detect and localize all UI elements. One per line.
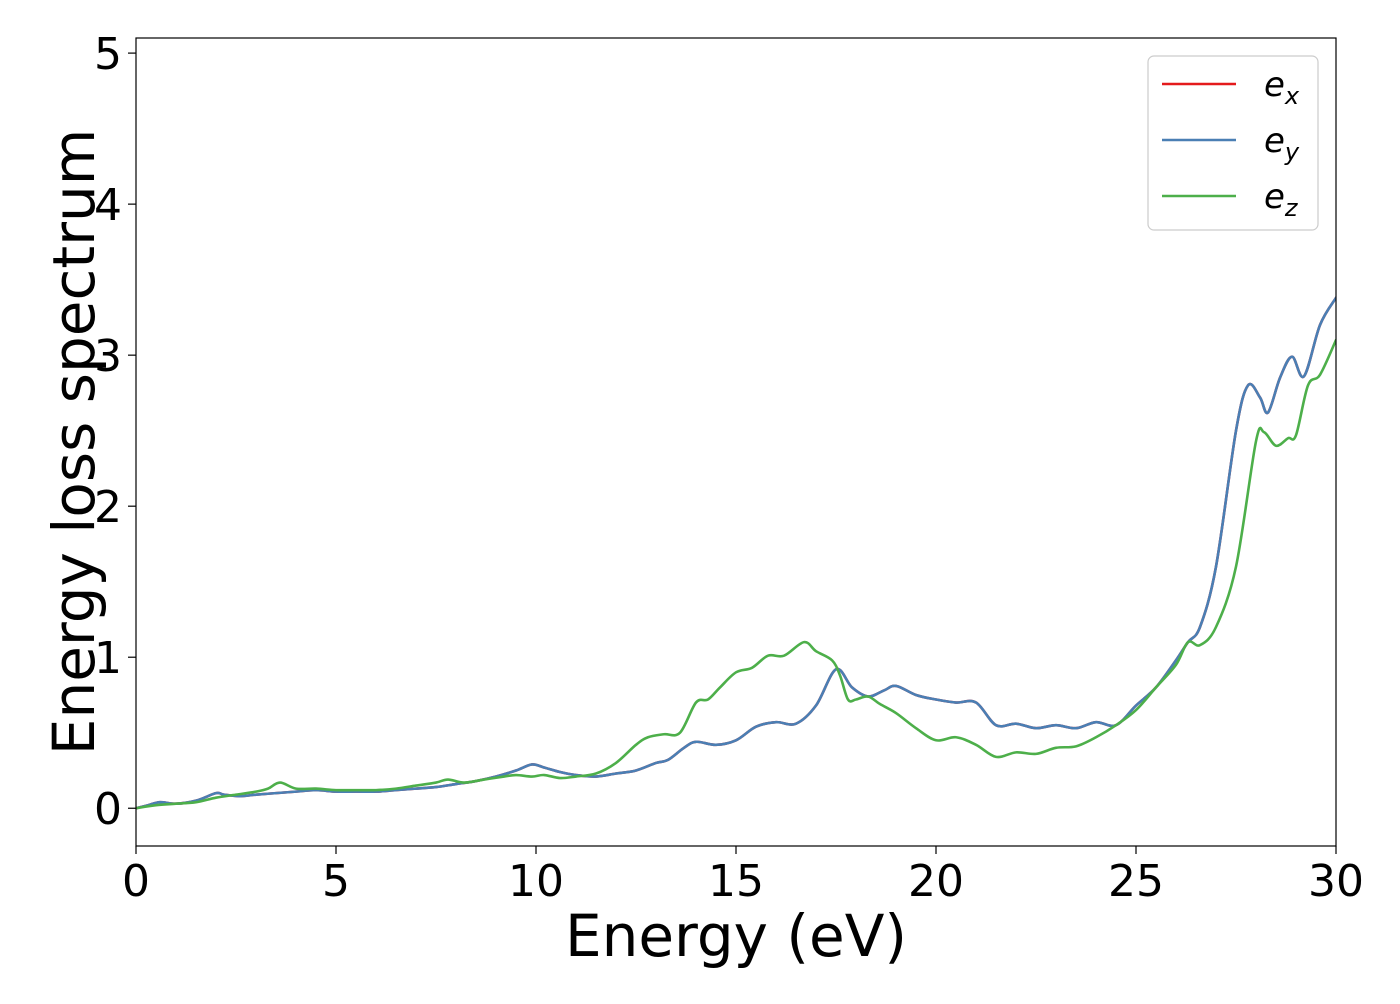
legend-label: ez — [1264, 177, 1299, 222]
y-tick-label: 4 — [94, 180, 122, 231]
x-tick-label: 30 — [1308, 856, 1364, 907]
legend-box — [1147, 55, 1319, 231]
series-line-x — [136, 296, 1336, 810]
x-tick-label: 5 — [322, 856, 350, 907]
y-tick-label: 2 — [94, 482, 122, 533]
x-tick-label: 20 — [908, 856, 964, 907]
legend-item-x: ex — [1162, 65, 1300, 110]
y-axis: 0 1 2 3 4 5 — [94, 29, 136, 835]
y-axis-label: Energy loss spectrum — [40, 129, 108, 755]
legend-label: ex — [1264, 65, 1300, 110]
legend-label: ey — [1264, 121, 1300, 166]
x-tick-label: 0 — [122, 856, 150, 907]
y-tick-label: 0 — [94, 784, 122, 835]
y-tick-label: 3 — [94, 331, 122, 382]
y-tick-label: 1 — [94, 633, 122, 684]
legend-item-z: ez — [1162, 177, 1299, 222]
series-line-y — [136, 296, 1336, 810]
x-axis: 0 5 10 15 20 25 30 — [122, 846, 1364, 907]
x-tick-label: 10 — [508, 856, 564, 907]
series-line-z — [136, 338, 1336, 810]
legend: ex ey ez — [1147, 55, 1319, 231]
x-tick-label: 15 — [708, 856, 764, 907]
x-tick-label: 25 — [1108, 856, 1164, 907]
legend-item-y: ey — [1162, 121, 1300, 166]
series-layer — [136, 296, 1336, 810]
y-tick-label: 5 — [94, 29, 122, 80]
x-axis-label: Energy (eV) — [565, 902, 907, 970]
